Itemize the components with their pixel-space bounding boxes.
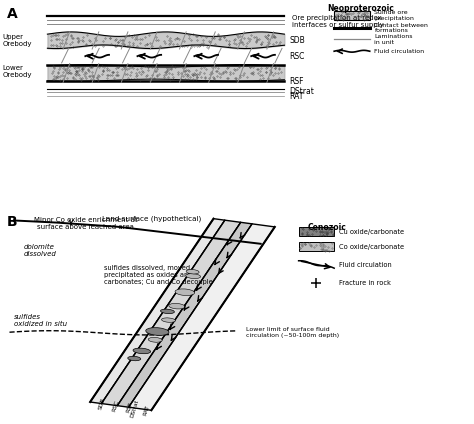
Polygon shape [90,219,225,404]
Polygon shape [118,222,252,407]
Text: Co oxide/carbonate: Co oxide/carbonate [339,244,404,250]
Ellipse shape [161,309,174,314]
Bar [299,242,334,251]
Text: sulfides
oxidized in situ: sulfides oxidized in situ [14,314,67,327]
Ellipse shape [133,348,151,354]
Polygon shape [128,224,275,410]
Text: Fracture in rock: Fracture in rock [339,280,391,286]
Text: RSC: RSC [289,52,304,61]
Text: A: A [7,7,18,21]
Text: SDB: SDB [289,36,305,45]
Text: SDB: SDB [98,397,106,410]
Text: Lower
Orebody: Lower Orebody [2,65,32,78]
Ellipse shape [128,356,141,361]
Text: RSF
DStrat: RSF DStrat [124,398,139,419]
Text: sulfides dissolved, moved,
precipitated as oxides and
carbonates; Cu and Co deco: sulfides dissolved, moved, precipitated … [104,265,213,285]
Text: RSC: RSC [112,399,120,412]
Ellipse shape [186,270,199,274]
Ellipse shape [148,338,162,342]
Text: RAT: RAT [289,92,303,101]
Text: Minor Co oxide enrichment at
surface above leached area: Minor Co oxide enrichment at surface abo… [34,217,137,230]
Text: Fluid circulation: Fluid circulation [374,49,425,54]
Ellipse shape [169,304,185,309]
Text: Fluid circulation: Fluid circulation [339,262,392,268]
Ellipse shape [186,273,201,279]
Ellipse shape [162,318,175,322]
Text: Cu oxide/carbonate: Cu oxide/carbonate [339,229,404,235]
Text: Cenozoic: Cenozoic [308,223,346,232]
Bar [334,11,370,20]
Text: RSF
DStrat: RSF DStrat [289,77,314,96]
Text: Laminations
in unit: Laminations in unit [374,34,413,45]
Ellipse shape [146,328,169,335]
Text: Sulfide ore
precipitation: Sulfide ore precipitation [374,10,414,21]
Polygon shape [101,220,241,406]
Text: B: B [7,215,18,229]
Text: Neoproterozoic: Neoproterozoic [327,5,394,14]
Text: Lower limit of surface fluid
circulation (~50-100m depth): Lower limit of surface fluid circulation… [246,327,339,338]
Text: RAT: RAT [142,404,150,416]
Text: Land surface (hypothetical): Land surface (hypothetical) [102,215,201,221]
Ellipse shape [175,289,194,296]
Bar [299,227,334,237]
Text: dolomite
dissolved: dolomite dissolved [24,244,56,257]
Text: Ore precipitation at redox
interfaces or sulfur supply: Ore precipitation at redox interfaces or… [292,14,383,28]
Text: Upper
Orebody: Upper Orebody [2,34,32,47]
Text: Contact between
formations: Contact between formations [374,23,428,33]
